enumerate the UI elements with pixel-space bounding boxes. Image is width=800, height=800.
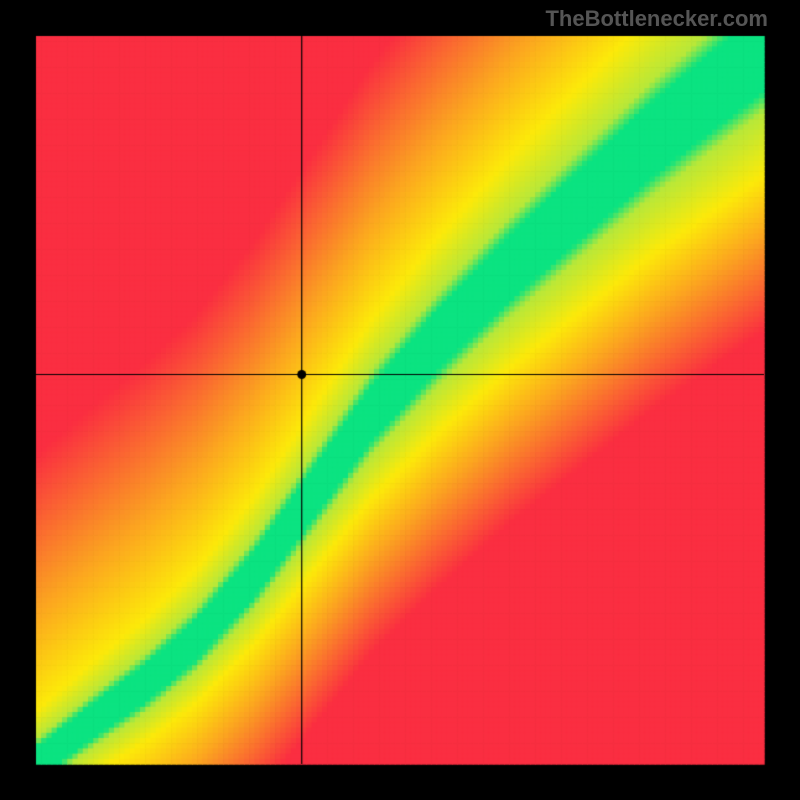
chart-container: TheBottlenecker.com bbox=[0, 0, 800, 800]
watermark-text: TheBottlenecker.com bbox=[545, 6, 768, 32]
bottleneck-heatmap bbox=[0, 0, 800, 800]
